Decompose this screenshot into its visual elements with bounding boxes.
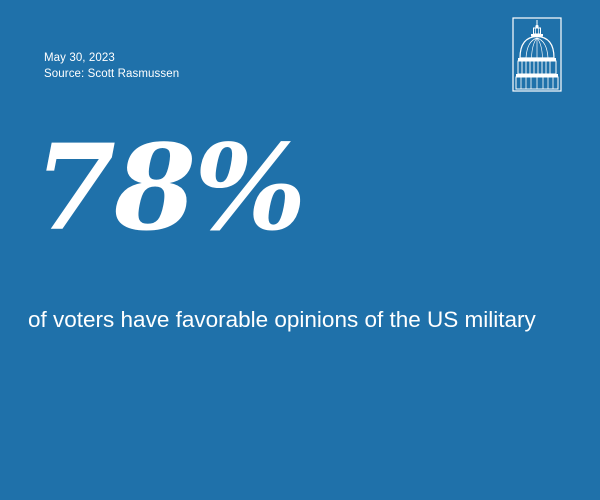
source-label: Source: Scott Rasmussen: [44, 68, 180, 80]
date-label: May 30, 2023: [44, 52, 115, 64]
capitol-dome-icon: [512, 17, 562, 92]
stat-caption: of voters have favorable opinions of the…: [28, 307, 536, 332]
stat-value: 78%: [34, 118, 306, 257]
meta-block: May 30, 2023 Source: Scott Rasmussen: [44, 50, 179, 82]
